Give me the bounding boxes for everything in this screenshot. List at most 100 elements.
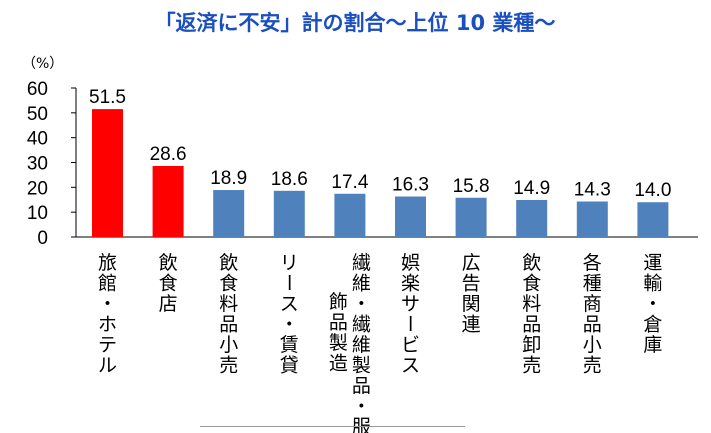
bar bbox=[637, 202, 669, 237]
category-label-char: 製 bbox=[352, 355, 371, 377]
category-label-char: ー bbox=[277, 273, 299, 292]
bars bbox=[92, 109, 669, 237]
category-label-char: 卸 bbox=[522, 334, 541, 356]
bar bbox=[455, 197, 487, 237]
bar bbox=[273, 190, 305, 237]
category-label-char: 楽 bbox=[401, 273, 420, 295]
category-label: 旅館・ホテル bbox=[98, 252, 117, 377]
bar bbox=[152, 165, 184, 237]
category-label-char: 庫 bbox=[643, 334, 662, 356]
category-label-char: リ bbox=[280, 252, 299, 274]
category-label-char: ス bbox=[401, 355, 420, 377]
category-label-char: サ bbox=[401, 293, 420, 315]
data-labels: 51.5 28.6 18.9 18.6 17.4 16.3 15.8 14.9 14.3 14.0 bbox=[89, 87, 671, 201]
category-label-char: 輸 bbox=[643, 273, 662, 295]
category-label-char: 連 bbox=[462, 314, 481, 336]
category-label-char: 小 bbox=[583, 334, 602, 356]
data-label: 28.6 bbox=[150, 144, 187, 165]
category-label-char: ・ bbox=[643, 293, 662, 315]
y-tick-label: 0 bbox=[37, 228, 48, 249]
category-label-char: 維 bbox=[352, 334, 371, 356]
data-label: 51.5 bbox=[89, 87, 126, 108]
category-label: 飲食店 bbox=[159, 252, 178, 315]
y-tick-label: 20 bbox=[27, 178, 48, 199]
y-axis-unit-label: （%） bbox=[22, 56, 63, 72]
data-label: 15.8 bbox=[453, 176, 490, 197]
bar bbox=[395, 196, 426, 237]
bar bbox=[516, 199, 548, 237]
chart-title: 「返済に不安」計の割合～上位 10 業種～ bbox=[155, 11, 556, 35]
category-label-char: ル bbox=[98, 355, 117, 377]
category-label-char: 娯 bbox=[401, 252, 420, 274]
category-label-char: 繊 bbox=[352, 252, 371, 274]
category-label-char: 料 bbox=[522, 293, 541, 315]
category-label-char: ・ bbox=[280, 314, 299, 336]
category-label-char: 種 bbox=[583, 273, 602, 295]
category-label-char: テ bbox=[98, 334, 117, 356]
category-label-char: 品 bbox=[219, 314, 238, 336]
category-label-char: 飾 bbox=[329, 291, 348, 313]
data-label: 14.0 bbox=[634, 180, 671, 201]
category-label-char: 飲 bbox=[219, 252, 238, 274]
category-label-char: 料 bbox=[219, 293, 238, 315]
category-label-char: ホ bbox=[98, 314, 117, 336]
category-labels: 旅館・ホテル飲食店飲食料品小売リース・賃貸繊維・繊維製品・服飾品製造娯楽サービス… bbox=[98, 252, 662, 433]
category-label-char: 食 bbox=[159, 273, 178, 295]
category-label-char: 繊 bbox=[352, 314, 371, 336]
category-label-char: ビ bbox=[401, 334, 420, 356]
category-label-char: 関 bbox=[462, 293, 481, 315]
data-label: 14.3 bbox=[574, 179, 611, 200]
category-label-char: 運 bbox=[643, 252, 662, 274]
y-tick-labels: 0 10 20 30 40 50 60 bbox=[27, 79, 48, 249]
category-label-char: ・ bbox=[98, 293, 117, 315]
category-label-char: 旅 bbox=[98, 252, 117, 274]
bar bbox=[576, 201, 608, 237]
y-tick-label: 30 bbox=[27, 154, 48, 175]
category-label-char: 小 bbox=[219, 334, 238, 356]
bar bbox=[92, 109, 123, 237]
category-label-char: 品 bbox=[329, 311, 348, 333]
data-label: 14.9 bbox=[513, 178, 550, 199]
category-label-char: 売 bbox=[219, 355, 238, 377]
category-label-char: 倉 bbox=[643, 314, 662, 336]
data-label: 17.4 bbox=[331, 172, 368, 193]
category-label-char: ス bbox=[280, 293, 299, 315]
category-label-char: 飲 bbox=[522, 252, 541, 274]
category-label-char: ・ bbox=[352, 293, 371, 315]
category-label-char: ・ bbox=[352, 396, 371, 418]
data-label: 18.9 bbox=[210, 168, 247, 189]
footer-divider bbox=[200, 426, 465, 427]
category-label-char: 品 bbox=[522, 314, 541, 336]
category-label-char: 各 bbox=[583, 252, 602, 274]
y-tick-label: 10 bbox=[27, 203, 48, 224]
category-label-char: 店 bbox=[159, 293, 178, 315]
category-label-char: 維 bbox=[352, 273, 371, 295]
category-label-char: 品 bbox=[583, 314, 602, 336]
category-label-char: 館 bbox=[98, 273, 117, 295]
category-label-char: 食 bbox=[522, 273, 541, 295]
category-label: 運輸・倉庫 bbox=[643, 252, 662, 356]
category-label-char: 飲 bbox=[159, 252, 178, 274]
data-label: 16.3 bbox=[392, 175, 429, 196]
category-label-char: 服 bbox=[352, 416, 371, 433]
data-label: 18.6 bbox=[271, 169, 308, 190]
category-label-char: 造 bbox=[329, 352, 348, 374]
category-label-char: 賃 bbox=[280, 334, 299, 356]
category-label-char: ー bbox=[399, 314, 421, 333]
category-label-char: 商 bbox=[583, 293, 602, 315]
category-label-char: 品 bbox=[352, 375, 371, 397]
y-tick-label: 40 bbox=[27, 129, 48, 150]
bar bbox=[334, 193, 366, 237]
category-label-char: 告 bbox=[462, 273, 481, 295]
y-tick-label: 50 bbox=[27, 104, 48, 125]
category-label-char: 食 bbox=[219, 273, 238, 295]
category-label-char: 貸 bbox=[280, 355, 299, 377]
category-label-char: 製 bbox=[329, 332, 348, 354]
